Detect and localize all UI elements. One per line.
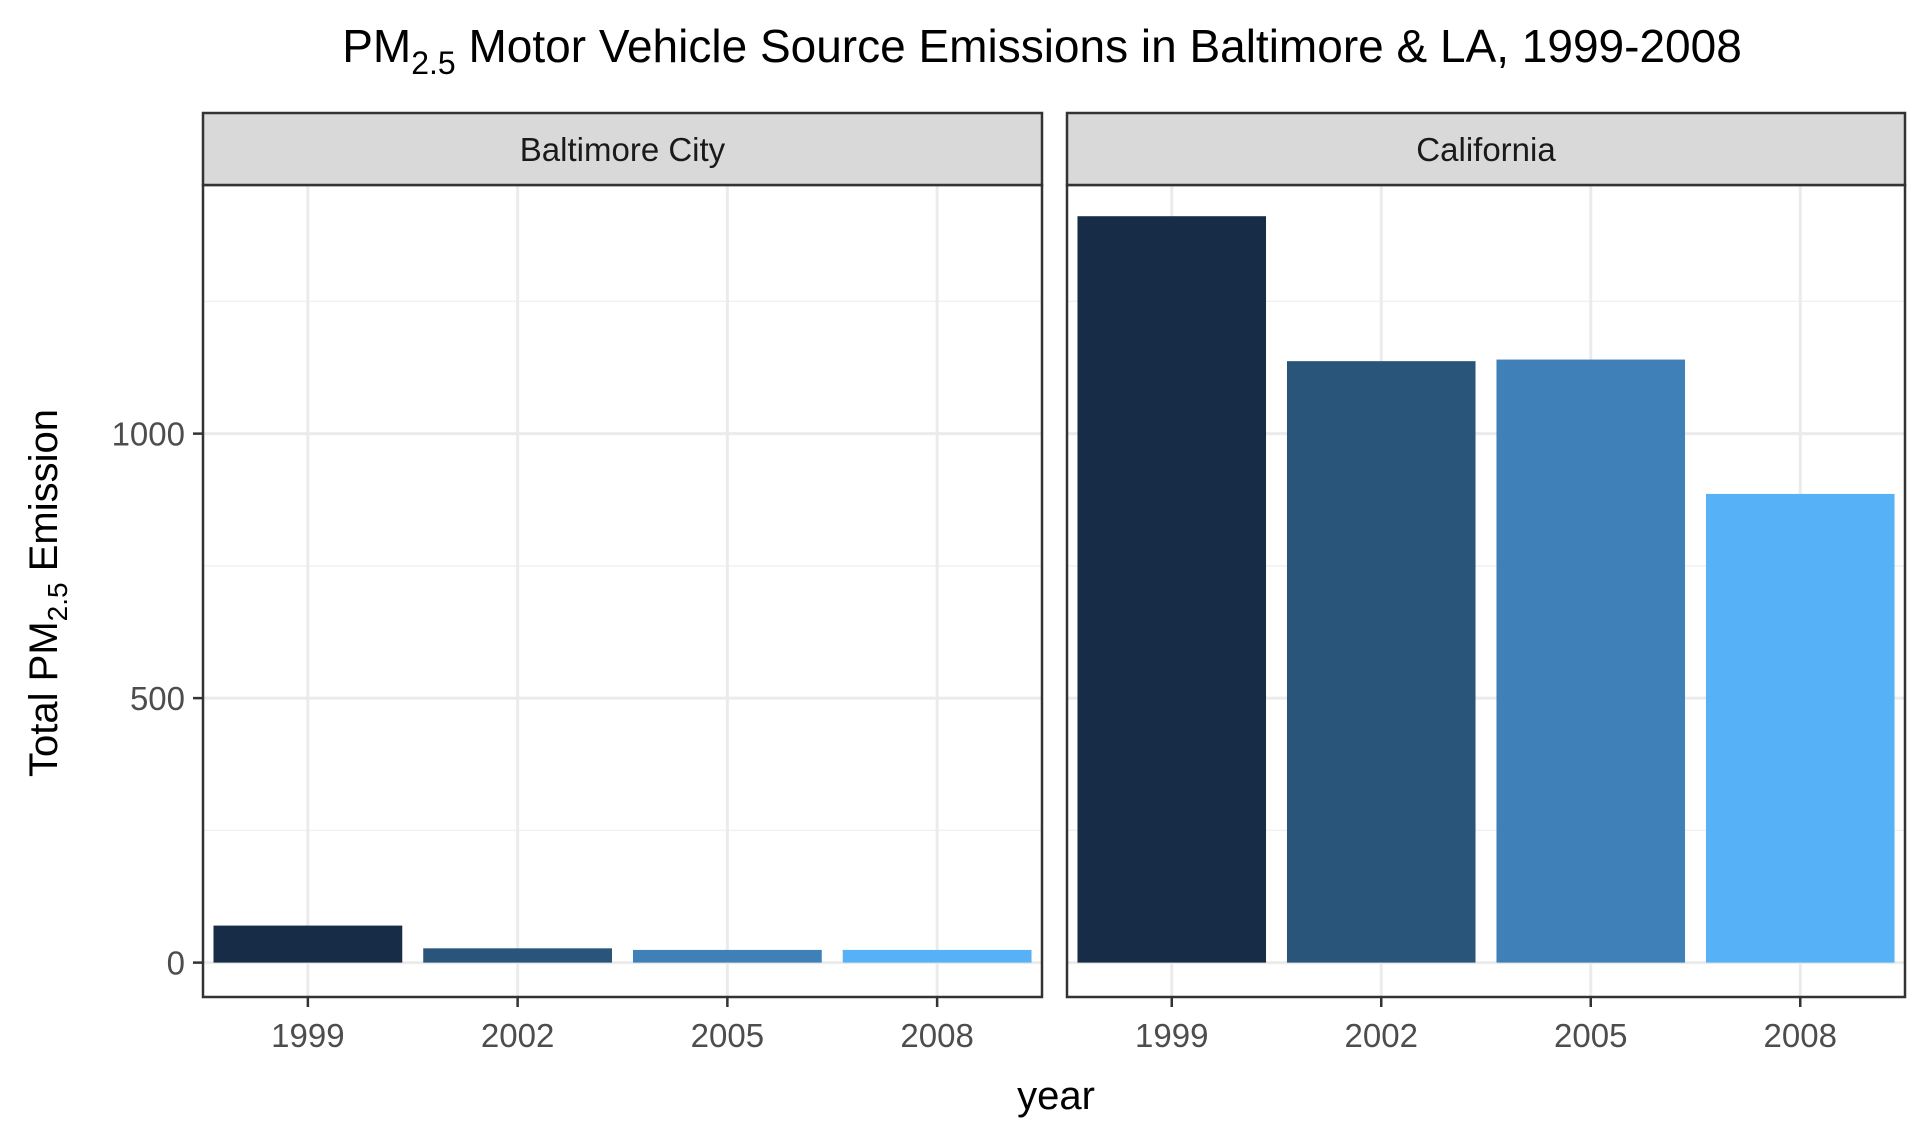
facet-strip [201, 111, 1044, 187]
y-axis-title-suffix: Emission [22, 409, 66, 582]
bar-1999 [213, 925, 403, 963]
chart-title-suffix: Motor Vehicle Source Emissions in Baltim… [456, 20, 1742, 72]
bar-2005 [632, 949, 822, 963]
x-tick-label: 2002 [1345, 1017, 1418, 1054]
y-tick-label: 0 [167, 945, 185, 982]
panel-background [203, 185, 1042, 997]
bar-2002 [1286, 361, 1476, 963]
chart-title-subscript: 2.5 [411, 45, 455, 81]
bar-2008 [842, 949, 1032, 963]
bar-1999 [1077, 216, 1267, 963]
x-tick-label: 2008 [1764, 1017, 1837, 1054]
y-axis-title: Total PM2.5 Emission [22, 409, 73, 777]
bar-2002 [423, 948, 613, 963]
x-tick-label: 1999 [1135, 1017, 1208, 1054]
facet-panel-1: California 1999 2002 2005 2008 [1065, 111, 1907, 1054]
x-axis-title: year [1017, 1074, 1095, 1118]
y-tick-label: 500 [130, 680, 185, 717]
y-axis-title-subscript: 2.5 [42, 582, 73, 621]
facet-strip-label: California [1416, 131, 1556, 168]
x-tick-label: 2005 [691, 1017, 764, 1054]
facet-strip [1065, 111, 1907, 187]
y-axis-title-prefix: Total PM [22, 621, 66, 777]
x-tick-label: 1999 [271, 1017, 344, 1054]
chart-title: PM2.5 Motor Vehicle Source Emissions in … [342, 20, 1742, 81]
facet-panel-0: Baltimore City 1999 2002 2005 2008 [201, 111, 1044, 1054]
bar-2008 [1705, 493, 1895, 963]
chart-title-prefix: PM [342, 20, 411, 72]
x-tick-label: 2008 [900, 1017, 973, 1054]
bar-2005 [1496, 359, 1686, 963]
x-tick-label: 2005 [1554, 1017, 1627, 1054]
y-tick-label: 1000 [112, 416, 185, 453]
y-axis: 0 500 1000 [112, 416, 203, 982]
x-tick-label: 2002 [481, 1017, 554, 1054]
facet-strip-label: Baltimore City [520, 131, 726, 168]
